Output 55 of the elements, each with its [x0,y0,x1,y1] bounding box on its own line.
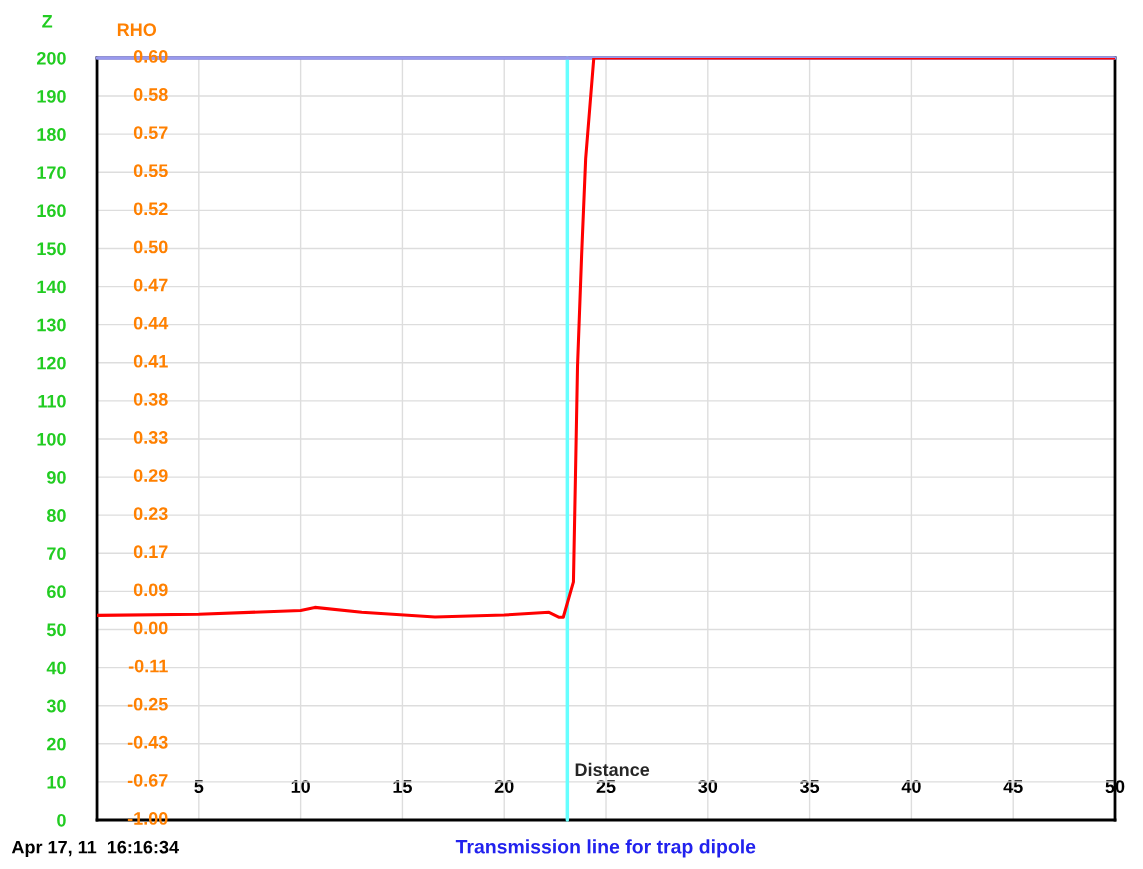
y-tick-label: 100 [37,432,66,446]
x-tick-label: 30 [698,780,718,793]
annotation: -0.25 [127,697,168,711]
annotation: 0.52 [133,202,168,216]
y-tick-label: 130 [37,318,66,332]
y-tick-label: 180 [37,128,66,141]
y-tick-label: 20 [47,737,66,751]
x-tick-label: 15 [393,780,412,793]
annotation: 0.17 [133,545,168,559]
annotation: 0.00 [133,621,168,635]
y-tick-label: 110 [38,394,66,408]
text: Transmission line for trap dipole [455,839,756,858]
x-tick-label: 45 [1003,780,1023,793]
y-tick-label: 80 [46,509,66,522]
annotation: -0.67 [127,773,168,787]
annotation: 0.60 [133,50,168,63]
annotation: 0.47 [133,278,168,292]
annotation: -0.11 [128,659,168,673]
y-tick-label: 190 [37,90,66,103]
annotation: 0.23 [133,507,168,521]
x-tick-label: 10 [291,780,310,793]
annotation: 0.44 [133,316,169,330]
annotation: 0.09 [133,583,168,597]
y-tick-label: 70 [47,547,66,560]
y-tick-label: 40 [46,661,66,675]
text: Apr 17, 11 16:16:34 [11,840,179,858]
y-tick-label: 50 [46,623,66,637]
y-tick-label: 0 [57,813,66,827]
annotation: 0.41 [133,354,168,368]
y-tick-label: 60 [47,585,66,599]
y-tick-label: 120 [37,356,66,370]
y-tick-label: 200 [36,51,66,65]
y-tick-label: 170 [37,166,66,179]
annotation: -0.43 [127,735,168,749]
annotation: 0.29 [133,469,168,482]
y-tick-label: 140 [37,280,66,294]
annotation: -1.00 [127,812,168,825]
x-tick-label: 20 [494,780,514,793]
y-axis-title: Z [42,15,53,28]
x-tick-label: 40 [901,780,921,793]
x-tick-label: 5 [194,780,204,793]
annotation: 0.38 [133,392,168,406]
annotation: 0.58 [133,88,168,101]
x-axis-title: Distance [575,762,650,777]
y-tick-label: 160 [37,204,66,218]
y-tick-label: 150 [37,242,66,256]
y2-axis-title: RHO [117,23,157,37]
annotation: 0.33 [133,431,168,444]
annotation: 0.57 [133,126,168,140]
annotation: 0.55 [133,164,168,178]
x-tick-label: 35 [799,780,820,793]
x-tick-label: 25 [596,780,616,793]
y-tick-label: 90 [47,471,66,484]
annotation: 0.50 [133,240,168,254]
y-tick-label: 30 [46,699,66,713]
